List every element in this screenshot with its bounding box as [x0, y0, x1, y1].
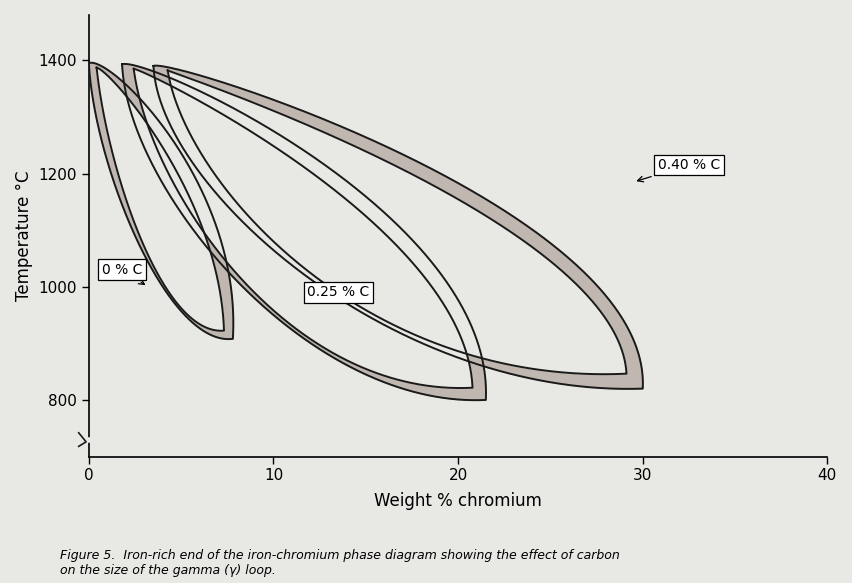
Polygon shape — [168, 71, 626, 374]
Polygon shape — [96, 68, 224, 331]
Y-axis label: Temperature °C: Temperature °C — [15, 171, 33, 301]
Polygon shape — [153, 66, 643, 389]
Polygon shape — [89, 63, 233, 339]
Polygon shape — [134, 69, 473, 388]
Text: 0.40 % C: 0.40 % C — [637, 158, 720, 182]
Text: 0 % C: 0 % C — [102, 263, 145, 285]
X-axis label: Weight % chromium: Weight % chromium — [374, 491, 542, 510]
Text: 0.25 % C: 0.25 % C — [307, 285, 369, 300]
Polygon shape — [122, 64, 486, 400]
Text: Figure 5.  Iron-rich end of the iron-chromium phase diagram showing the effect o: Figure 5. Iron-rich end of the iron-chro… — [60, 549, 619, 577]
